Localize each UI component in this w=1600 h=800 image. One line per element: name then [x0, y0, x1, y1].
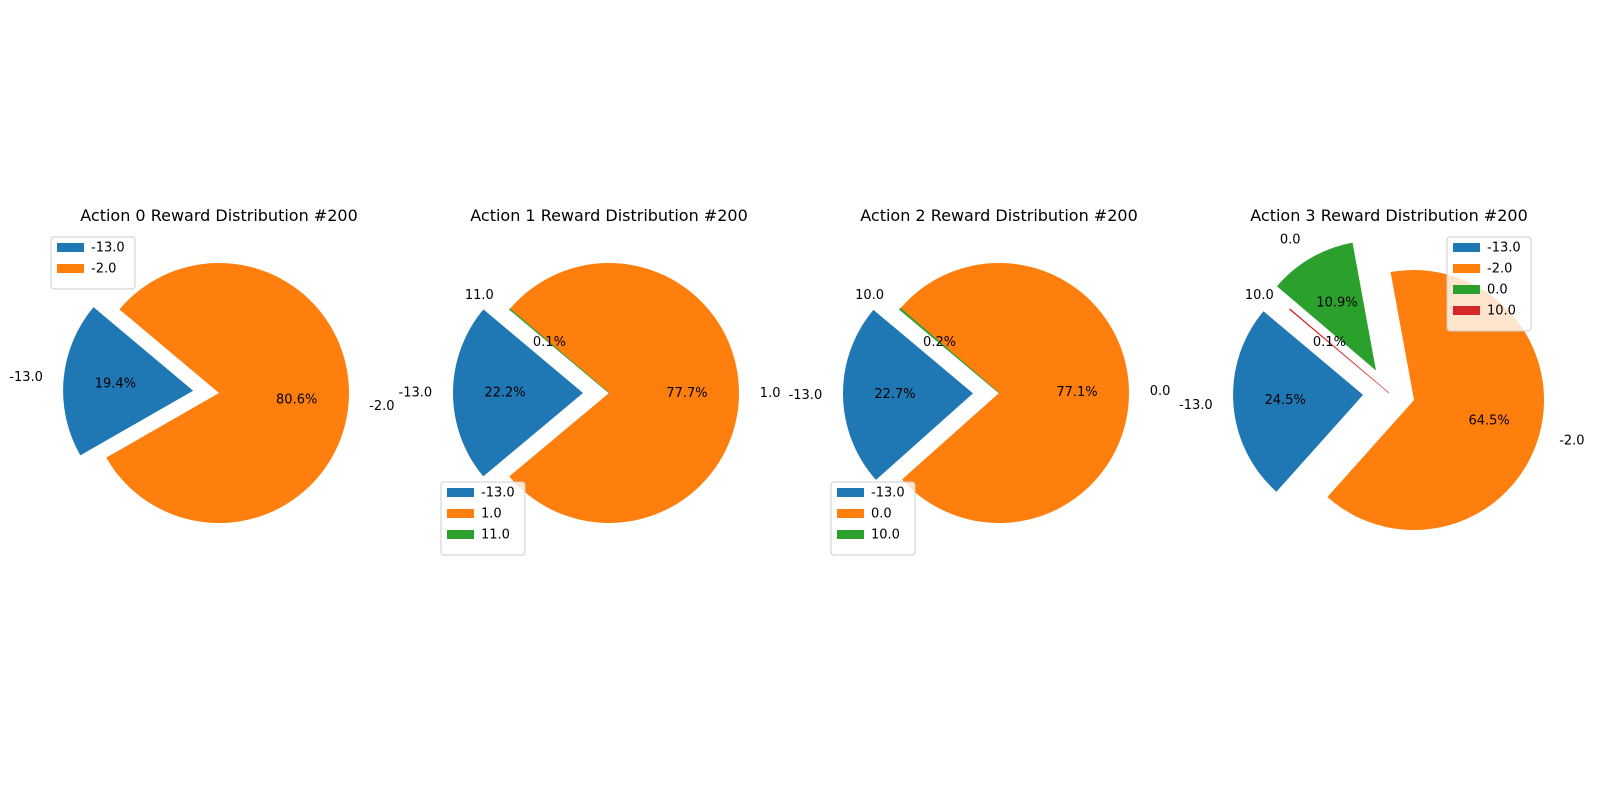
legend-entry: 10.0 — [1487, 304, 1516, 319]
slice-label: 10.0 — [855, 288, 884, 303]
pie-chart-0: Action 0 Reward Distribution #200 -13.0 19… — [9, 206, 395, 523]
legend-entry: 10.0 — [871, 528, 900, 543]
chart-title: Action 2 Reward Distribution #200 — [860, 206, 1138, 225]
slice-label: 1.0 — [760, 386, 781, 401]
slice-percent-label: 80.6% — [276, 392, 317, 407]
slice-percent-label: 22.2% — [484, 385, 525, 400]
pie-slice — [63, 307, 194, 456]
legend-entry: -13.0 — [91, 241, 125, 256]
slice-label: 0.0 — [1280, 232, 1301, 247]
slice-percent-label: 77.1% — [1056, 385, 1097, 400]
legend: -13.0 -2.0 — [50, 236, 136, 290]
chart-title: Action 1 Reward Distribution #200 — [470, 206, 748, 225]
pie-chart-3: Action 3 Reward Distribution #200 -13.0 24… — [1179, 206, 1585, 531]
slice-percent-label: 64.5% — [1468, 414, 1509, 429]
pie-slice — [1288, 308, 1390, 394]
legend: -13.0 -2.0 0.0 10.0 — [1446, 236, 1532, 332]
pie-slice — [106, 263, 349, 523]
legend-swatch — [837, 509, 864, 518]
legend-entry: 0.0 — [1487, 283, 1508, 298]
legend-entry: -2.0 — [1487, 262, 1512, 277]
slice-label: -13.0 — [789, 388, 823, 403]
legend-entry: -13.0 — [481, 486, 515, 501]
legend-swatch — [447, 488, 474, 497]
legend-entry: -13.0 — [871, 486, 905, 501]
slice-percent-label: 10.9% — [1316, 295, 1357, 310]
legend-swatch — [447, 530, 474, 539]
pie-slice — [1233, 311, 1364, 492]
legend: -13.0 0.0 10.0 — [830, 481, 916, 556]
legend-swatch — [447, 509, 474, 518]
pie-slice — [1276, 242, 1376, 371]
slice-label: -2.0 — [369, 399, 394, 414]
legend-swatch — [57, 243, 84, 252]
slice-percent-label: 0.1% — [1313, 335, 1346, 350]
pie-slice — [900, 262, 1129, 523]
legend-swatch — [1453, 285, 1480, 294]
pie-slice — [508, 308, 610, 394]
legend-swatch — [1453, 264, 1480, 273]
slice-label: -13.0 — [399, 385, 433, 400]
chart-title: Action 0 Reward Distribution #200 — [80, 206, 358, 225]
legend-entry: 0.0 — [871, 507, 892, 522]
pie-slice — [843, 309, 974, 480]
pie-slice — [1327, 270, 1545, 531]
chart-title: Action 3 Reward Distribution #200 — [1250, 206, 1528, 225]
pie-chart-2: Action 2 Reward Distribution #200 -13.0 22… — [789, 206, 1171, 556]
slice-percent-label: 22.7% — [874, 387, 915, 402]
slice-label: 11.0 — [465, 288, 494, 303]
legend-entry: 1.0 — [481, 507, 502, 522]
slice-percent-label: 19.4% — [95, 376, 136, 391]
legend-swatch — [837, 488, 864, 497]
slice-percent-label: 0.1% — [533, 335, 566, 350]
pie-slice — [898, 307, 1000, 394]
legend-swatch — [837, 530, 864, 539]
legend-swatch — [1453, 243, 1480, 252]
slice-label: -13.0 — [9, 370, 43, 385]
slice-percent-label: 24.5% — [1265, 393, 1306, 408]
legend-entry: -13.0 — [1487, 241, 1521, 256]
slice-percent-label: 0.2% — [923, 335, 956, 350]
slice-label: 10.0 — [1245, 288, 1274, 303]
legend-entry: -2.0 — [91, 262, 116, 277]
legend: -13.0 1.0 11.0 — [440, 481, 526, 556]
legend-swatch — [1453, 306, 1480, 315]
pie-slice — [452, 309, 583, 477]
slice-label: -13.0 — [1179, 398, 1213, 413]
legend-swatch — [57, 264, 84, 273]
slice-label: -2.0 — [1559, 433, 1584, 448]
pie-slice — [509, 263, 739, 523]
slice-label: 0.0 — [1150, 384, 1171, 399]
legend-entry: 11.0 — [481, 528, 510, 543]
slice-percent-label: 77.7% — [666, 386, 707, 401]
pie-chart-1: Action 1 Reward Distribution #200 -13.0 22… — [399, 206, 781, 556]
